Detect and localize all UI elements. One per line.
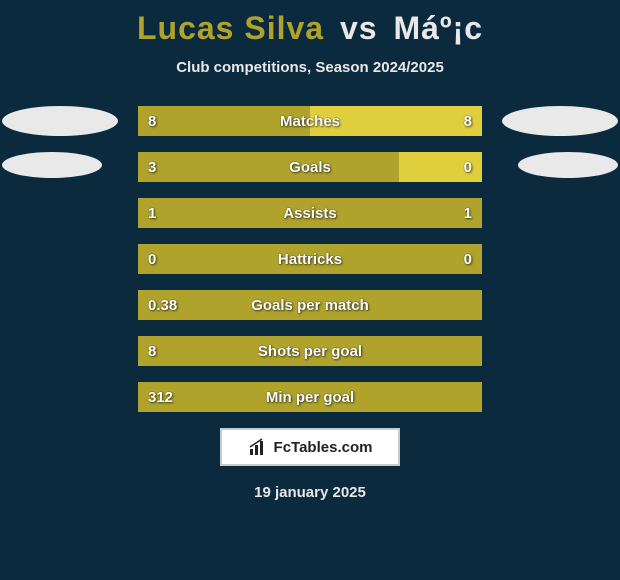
- chart-icon: [248, 437, 268, 457]
- stat-label: Hattricks: [138, 244, 482, 274]
- stat-row: 00Hattricks: [138, 244, 482, 274]
- stat-row: 88Matches: [138, 106, 482, 136]
- player2-name: Máº¡c: [393, 10, 483, 46]
- stat-label: Goals: [138, 152, 482, 182]
- stat-row: 30Goals: [138, 152, 482, 182]
- subtitle: Club competitions, Season 2024/2025: [0, 59, 620, 76]
- stat-row: 11Assists: [138, 198, 482, 228]
- player1-name: Lucas Silva: [137, 10, 324, 46]
- vs-text: vs: [340, 10, 378, 46]
- brand-text: FcTables.com: [274, 439, 373, 456]
- player1-badge-small: [2, 152, 102, 178]
- player1-badge-large: [2, 106, 118, 136]
- footer-date: 19 january 2025: [0, 484, 620, 501]
- stat-row: 312Min per goal: [138, 382, 482, 412]
- stat-row: 0.38Goals per match: [138, 290, 482, 320]
- stat-label: Shots per goal: [138, 336, 482, 366]
- player2-badge-large: [502, 106, 618, 136]
- stat-row: 8Shots per goal: [138, 336, 482, 366]
- stat-label: Min per goal: [138, 382, 482, 412]
- stats-arena: 88Matches 30Goals 11Assists 00Hattricks 0.38…: [0, 106, 620, 412]
- comparison-title: Lucas Silva vs Máº¡c: [0, 0, 620, 47]
- brand-logo[interactable]: FcTables.com: [220, 428, 400, 466]
- player2-badge-small: [518, 152, 618, 178]
- stats-list: 88Matches 30Goals 11Assists 00Hattricks 0.38…: [138, 106, 482, 412]
- stat-label: Assists: [138, 198, 482, 228]
- stat-label: Goals per match: [138, 290, 482, 320]
- stat-label: Matches: [138, 106, 482, 136]
